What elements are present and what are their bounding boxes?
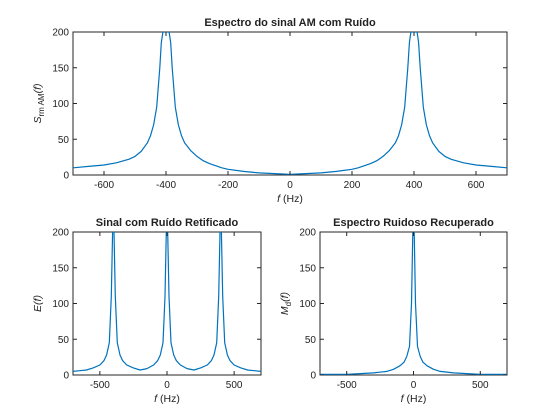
y-tick-label: 200 (52, 228, 69, 239)
y-tick-label: 100 (52, 99, 69, 110)
y-axis-label-tail: (f) (279, 292, 291, 302)
y-axis-label-main: S (32, 117, 44, 124)
x-tick-label: 0 (411, 380, 417, 391)
y-tick-label: 50 (58, 135, 70, 146)
axes-box (72, 31, 508, 176)
y-tick-label: 50 (305, 335, 317, 346)
x-tick-label: 600 (468, 180, 485, 191)
x-tick-label: 0 (287, 180, 293, 191)
y-axis-label: E(f) (32, 295, 44, 312)
series-line (73, 232, 261, 372)
chart-3: -500 0 500 0 50 100 150 200 Espectro Ruidoso Rec… (279, 217, 508, 405)
x-tick-label: -400 (156, 180, 176, 191)
y-axis-label-main: E (32, 304, 44, 312)
y-tick-label: 150 (52, 63, 69, 74)
x-axis-label: f (Hz) (154, 393, 180, 405)
y-axis-label-main: M (279, 306, 291, 315)
x-tick-label: -200 (218, 180, 238, 191)
chart-title: Espectro Ruidoso Recuperado (333, 217, 494, 229)
series-line (320, 232, 507, 375)
chart-title: Sinal com Ruído Retificado (96, 217, 239, 229)
axes-box (319, 231, 508, 376)
x-tick-label: 0 (164, 380, 170, 391)
chart-2: -500 0 500 0 50 100 150 200 Sinal com Ruído Reti… (32, 217, 262, 405)
y-tick-label: 0 (63, 371, 69, 382)
y-axis-label-sub: d (284, 302, 293, 306)
x-tick-label: 500 (472, 380, 489, 391)
y-axis-label: Srm AM(f) (32, 83, 46, 123)
x-axis-label-unit: (Hz) (157, 393, 180, 405)
y-tick-label: 100 (52, 299, 69, 310)
x-tick-label: -500 (337, 380, 357, 391)
x-axis-label-unit: (Hz) (280, 193, 303, 205)
y-tick-label: 200 (52, 28, 69, 39)
y-axis-label-tail: (f) (32, 295, 44, 305)
chart-1: -600 -400 -200 0 200 400 600 0 50 100 150 200 Espect… (32, 17, 508, 205)
y-tick-label: 150 (299, 263, 316, 274)
chart-title: Espectro do sinal AM com Ruído (204, 17, 376, 29)
x-axis-label: f (Hz) (277, 193, 303, 205)
x-tick-label: 200 (344, 180, 361, 191)
y-axis-label: Md(f) (279, 292, 293, 315)
x-axis-label-var: f (401, 393, 405, 405)
y-tick-label: 150 (52, 263, 69, 274)
y-tick-label: 50 (58, 335, 70, 346)
x-axis-label-unit: (Hz) (404, 393, 427, 405)
y-tick-label: 100 (299, 299, 316, 310)
y-tick-label: 200 (299, 228, 316, 239)
y-axis-label-sub: rm AM (37, 93, 46, 116)
y-axis-label-tail: (f) (32, 83, 44, 93)
x-tick-label: -600 (94, 180, 114, 191)
plots-layer: -600 -400 -200 0 200 400 600 0 50 100 150 200 Espect… (32, 17, 508, 405)
y-tick-label: 0 (310, 371, 316, 382)
x-axis-label: f (Hz) (401, 393, 427, 405)
x-tick-label: -500 (90, 380, 110, 391)
x-axis-label-var: f (154, 393, 158, 405)
axes-box (72, 231, 262, 376)
x-axis-label-var: f (277, 193, 281, 205)
y-tick-label: 0 (63, 171, 69, 182)
x-tick-label: 400 (406, 180, 423, 191)
x-tick-label: 500 (226, 380, 243, 391)
